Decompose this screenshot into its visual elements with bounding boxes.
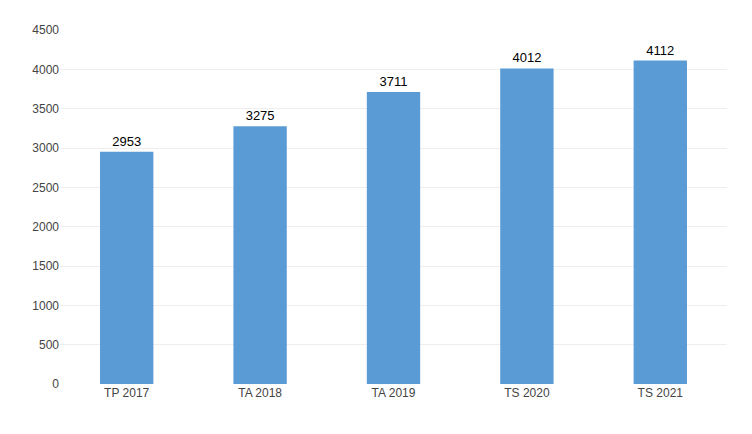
svg-text:3711: 3711 xyxy=(380,74,408,89)
svg-text:1500: 1500 xyxy=(32,259,59,273)
svg-text:TP 2017: TP 2017 xyxy=(104,386,149,400)
svg-text:TS 2021: TS 2021 xyxy=(638,386,684,400)
svg-text:2000: 2000 xyxy=(32,220,59,234)
svg-text:3275: 3275 xyxy=(246,108,275,123)
svg-text:500: 500 xyxy=(39,338,59,352)
svg-text:TA 2019: TA 2019 xyxy=(372,386,416,400)
svg-text:4012: 4012 xyxy=(512,50,541,65)
svg-text:3000: 3000 xyxy=(32,141,59,155)
svg-text:4500: 4500 xyxy=(32,23,59,37)
svg-text:0: 0 xyxy=(52,377,59,391)
svg-text:2953: 2953 xyxy=(112,134,141,149)
svg-text:TS 2020: TS 2020 xyxy=(504,386,550,400)
svg-text:4000: 4000 xyxy=(32,63,59,77)
svg-text:3500: 3500 xyxy=(32,102,59,116)
svg-text:4112: 4112 xyxy=(646,43,674,58)
svg-text:TA 2018: TA 2018 xyxy=(238,386,282,400)
svg-text:2500: 2500 xyxy=(32,181,59,195)
svg-text:1000: 1000 xyxy=(32,299,59,313)
